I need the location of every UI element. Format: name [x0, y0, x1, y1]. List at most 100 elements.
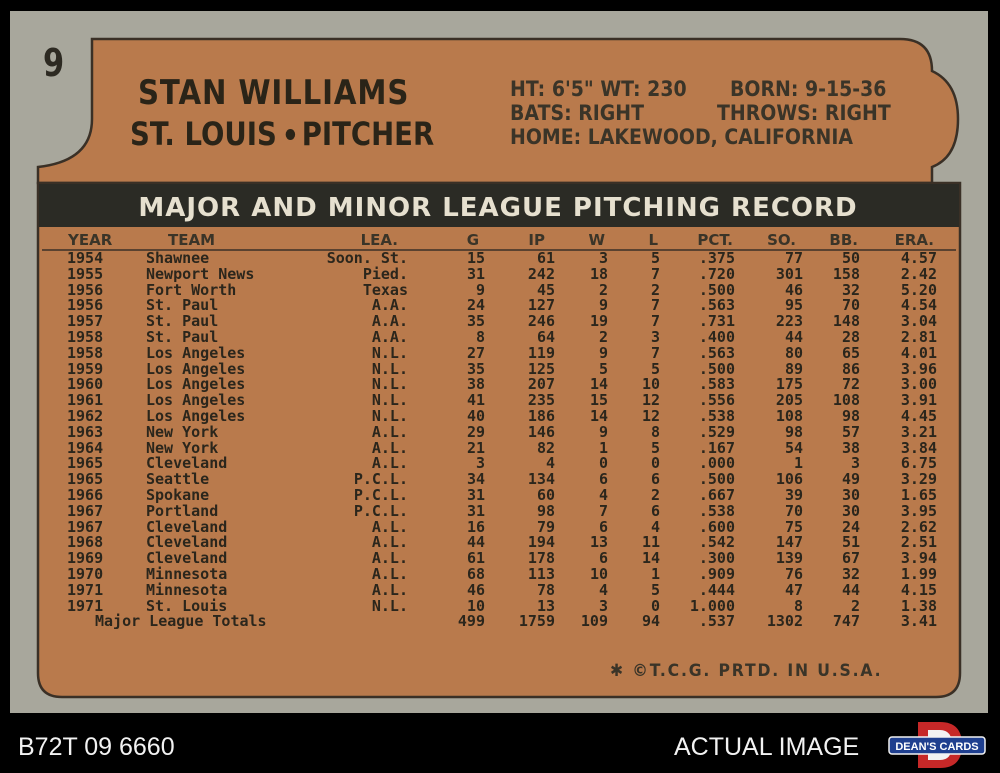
card-panel-shape — [36, 37, 962, 699]
pitching-record-table: YEAR TEAM LEA. G IP W L PCT. SO. BB. ERA… — [10, 229, 988, 630]
cell-team: Los Angeles — [146, 391, 246, 410]
cell-year: 1956 — [67, 280, 104, 299]
cell-pct: .400 — [698, 327, 735, 346]
cell-league: N.L. — [371, 406, 408, 425]
cell-innings: 127 — [527, 296, 555, 315]
cell-strikeouts: 8 — [793, 596, 803, 615]
cell-team: Cleveland — [146, 517, 228, 536]
cell-strikeouts: 108 — [775, 406, 803, 425]
cell-pct: .500 — [698, 280, 735, 299]
card-number: 9 — [43, 41, 65, 85]
cell-year: 1965 — [67, 454, 104, 473]
cell-pct: .375 — [698, 249, 735, 267]
cell-pct: .500 — [698, 470, 735, 489]
table-row: 1965 Cleveland A.L. 3 4 0 0 .000 1 3 6.75 — [10, 456, 988, 472]
cell-losses: 0 — [650, 454, 660, 473]
cell-wins: 5 — [598, 359, 608, 378]
cell-walks: 38 — [841, 438, 860, 457]
cell-league: N.L. — [371, 359, 408, 378]
cell-walks: 30 — [841, 485, 860, 504]
cell-strikeouts: 46 — [784, 280, 803, 299]
table-row: 1967 Portland P.C.L. 31 98 7 6 .538 70 30 3.95 — [10, 501, 988, 520]
table-row: 1971 St. Louis N.L. 10 13 3 0 1.000 8 2 1.38 — [10, 596, 988, 615]
cell-era: 3.84 — [900, 438, 937, 457]
cell-era: 3.94 — [900, 549, 937, 568]
cell-innings: 186 — [527, 406, 555, 425]
cell-year: 1971 — [67, 580, 104, 599]
cell-year: 1964 — [67, 438, 104, 457]
cell-team: Seattle — [146, 470, 210, 489]
cell-league: A.L. — [371, 580, 408, 599]
cell-pct: .563 — [698, 343, 735, 362]
birth-date: BORN: 9-15-36 — [730, 77, 887, 101]
cell-league: A.L. — [371, 438, 408, 457]
cell-wins: 4 — [598, 580, 608, 599]
cell-innings: 246 — [527, 312, 555, 331]
header-walks: BB. — [829, 231, 858, 249]
cell-team: St. Paul — [146, 296, 219, 315]
cell-league: P.C.L. — [353, 501, 408, 520]
cell-losses: 0 — [650, 596, 660, 615]
cell-wins: 18 — [589, 264, 608, 283]
table-row: 1967 Cleveland A.L. 16 79 6 4 .600 75 24 2.62 — [10, 517, 988, 536]
cell-era: 3.29 — [900, 470, 937, 489]
cell-team: Portland — [146, 501, 219, 520]
cell-team: Minnesota — [146, 564, 228, 583]
cell-strikeouts: 39 — [784, 485, 803, 504]
cell-year: 1970 — [67, 564, 104, 583]
cell-year: 1958 — [67, 327, 104, 346]
cell-team: Los Angeles — [146, 359, 246, 378]
cell-innings: 64 — [536, 327, 555, 346]
cell-strikeouts: 1 — [793, 454, 803, 473]
cell-wins: 13 — [589, 533, 608, 552]
cell-wins: 2 — [598, 327, 608, 346]
cell-era: 4.57 — [900, 249, 937, 267]
cell-innings: 207 — [527, 375, 555, 394]
cell-team: Newport News — [146, 264, 255, 283]
cell-games: 44 — [466, 533, 485, 552]
cell-era: 2.51 — [900, 533, 937, 552]
cell-team: Los Angeles — [146, 343, 246, 362]
cell-year: 1954 — [67, 249, 104, 267]
cell-losses: 10 — [641, 375, 660, 394]
cell-games: 10 — [466, 596, 485, 615]
totals-row: Major League Totals 499 1759 109 94 .537 1302 7… — [10, 614, 988, 630]
record-banner-title: MAJOR AND MINOR LEAGUE PITCHING RECORD — [138, 193, 858, 223]
total-innings: 1759 — [518, 612, 555, 631]
cell-games: 34 — [466, 470, 485, 489]
cell-wins: 6 — [598, 549, 608, 568]
cell-league: A.L. — [371, 549, 408, 568]
cell-era: 2.81 — [900, 327, 937, 346]
cell-league: N.L. — [371, 375, 408, 394]
cell-pct: .667 — [698, 485, 735, 504]
cell-pct: .720 — [698, 264, 735, 283]
cell-team: St. Louis — [146, 596, 228, 615]
cell-walks: 86 — [841, 359, 860, 378]
cell-wins: 10 — [589, 564, 608, 583]
table-row: 1957 St. Paul A.A. 35 246 19 7 .731 223 148 3.04 — [10, 312, 988, 331]
cell-walks: 65 — [841, 343, 860, 362]
cell-innings: 194 — [527, 533, 555, 552]
cell-strikeouts: 106 — [775, 470, 803, 489]
cell-team: Fort Worth — [146, 280, 237, 299]
cell-wins: 9 — [598, 343, 608, 362]
cell-walks: 158 — [832, 264, 860, 283]
cell-games: 16 — [466, 517, 485, 536]
cell-walks: 148 — [832, 312, 860, 331]
cell-losses: 7 — [650, 312, 660, 331]
cell-pct: .444 — [698, 580, 735, 599]
table-row: 1964 New York A.L. 21 82 1 5 .167 54 38 3.84 — [10, 438, 988, 457]
cell-era: 3.91 — [900, 391, 937, 410]
cell-games: 35 — [466, 359, 485, 378]
cell-innings: 242 — [527, 264, 555, 283]
cell-era: 2.42 — [900, 264, 937, 283]
cell-losses: 12 — [641, 406, 660, 425]
cell-pct: .538 — [698, 406, 735, 425]
cell-losses: 2 — [650, 485, 660, 504]
cell-wins: 6 — [598, 470, 608, 489]
cell-games: 68 — [466, 564, 485, 583]
cell-games: 29 — [466, 422, 485, 441]
cell-strikeouts: 301 — [775, 264, 803, 283]
cell-walks: 28 — [841, 327, 860, 346]
cell-walks: 32 — [841, 564, 860, 583]
